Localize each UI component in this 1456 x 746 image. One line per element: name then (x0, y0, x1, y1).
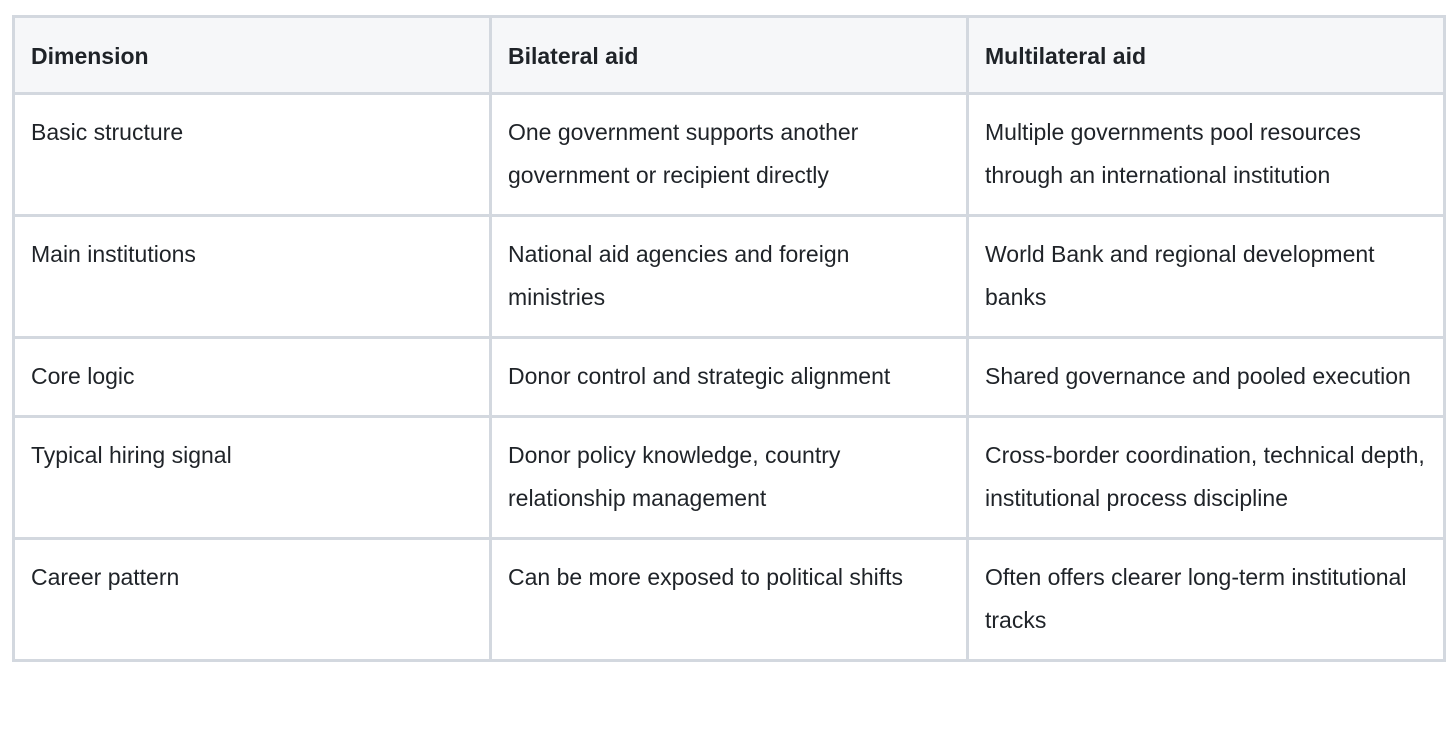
header-cell: Bilateral aid (489, 15, 969, 95)
table-cell: Multiple governments pool resources thro… (966, 92, 1446, 217)
table-cell: Main institutions (12, 214, 492, 339)
table-cell: Cross-border coordination, technical dep… (966, 415, 1446, 540)
table-row: Typical hiring signal Donor policy knowle… (12, 415, 1446, 540)
table-row: Career pattern Can be more exposed to pol… (12, 537, 1446, 662)
table-cell: World Bank and regional development bank… (966, 214, 1446, 339)
table-cell: Core logic (12, 336, 492, 418)
header-row: Dimension Bilateral aid Multilateral aid (12, 15, 1446, 95)
table-row: Core logic Donor control and strategic al… (12, 336, 1446, 418)
table-container: Dimension Bilateral aid Multilateral aid B… (12, 15, 1446, 662)
comparison-table: Dimension Bilateral aid Multilateral aid B… (12, 15, 1446, 662)
table-cell: One government supports another governme… (489, 92, 969, 217)
table-cell: National aid agencies and foreign minist… (489, 214, 969, 339)
table-cell: Shared governance and pooled execution (966, 336, 1446, 418)
table-cell: Career pattern (12, 537, 492, 662)
table-row: Main institutions National aid agencies a… (12, 214, 1446, 339)
table-cell: Donor policy knowledge, country relation… (489, 415, 969, 540)
header-cell: Multilateral aid (966, 15, 1446, 95)
table-cell: Often offers clearer long-term instituti… (966, 537, 1446, 662)
header-cell: Dimension (12, 15, 492, 95)
table-row: Basic structure One government supports a… (12, 92, 1446, 217)
table-cell: Can be more exposed to political shifts (489, 537, 969, 662)
table-cell: Basic structure (12, 92, 492, 217)
table-cell: Donor control and strategic alignment (489, 336, 969, 418)
table-cell: Typical hiring signal (12, 415, 492, 540)
